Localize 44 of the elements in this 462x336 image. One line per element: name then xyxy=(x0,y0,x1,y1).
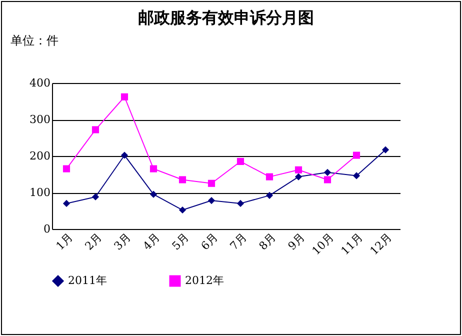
point xyxy=(294,173,302,180)
point xyxy=(266,192,274,199)
x-tick-label: 12月 xyxy=(368,230,394,258)
point xyxy=(120,152,128,159)
point xyxy=(178,176,186,184)
point xyxy=(208,180,216,187)
chart-title: 邮政服务有效申诉分月图 xyxy=(138,8,314,27)
point xyxy=(236,158,244,166)
y-axis-title: 单位：件 xyxy=(10,34,58,48)
x-tick-label: 10月 xyxy=(310,230,336,258)
x-tick-label: 5月 xyxy=(170,230,192,253)
y-tick-label: 400 xyxy=(30,76,50,90)
x-tick-label: 2月 xyxy=(82,230,104,253)
x-tick-label: 8月 xyxy=(256,230,278,253)
x-tick-label: 11月 xyxy=(338,230,366,258)
x-tick-label: 6月 xyxy=(198,230,220,253)
point xyxy=(352,172,360,180)
point xyxy=(294,166,302,174)
point xyxy=(352,152,360,159)
point xyxy=(92,193,100,200)
point xyxy=(120,93,128,100)
point xyxy=(178,206,186,214)
point xyxy=(324,168,332,176)
y-tick-label: 100 xyxy=(30,186,50,199)
point xyxy=(266,173,274,180)
y-tick-label: 0 xyxy=(44,222,50,236)
point xyxy=(236,200,244,207)
legend-label: 2012年 xyxy=(185,274,224,287)
x-tick-label: 9月 xyxy=(286,230,308,253)
point xyxy=(62,165,70,172)
point xyxy=(92,126,100,134)
point xyxy=(150,165,158,172)
x-tick-label: 7月 xyxy=(228,230,250,253)
point xyxy=(382,146,390,154)
x-tick-label: 1月 xyxy=(54,230,76,253)
point xyxy=(324,176,332,184)
x-tick-label: 3月 xyxy=(112,230,134,253)
y-tick-label: 300 xyxy=(30,113,50,126)
y-tick-label: 200 xyxy=(30,150,50,162)
point xyxy=(208,196,216,204)
x-tick-label: 4月 xyxy=(140,230,162,253)
legend-label: 2011年 xyxy=(68,274,107,287)
point xyxy=(150,190,158,198)
point xyxy=(62,200,70,207)
